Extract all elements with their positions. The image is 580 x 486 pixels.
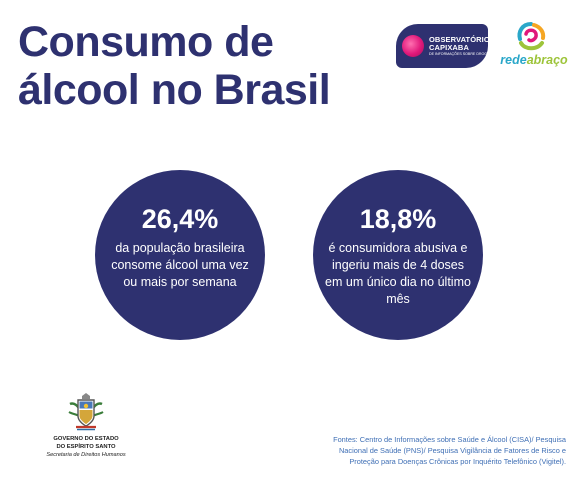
page-title: Consumo de álcool no Brasil xyxy=(18,18,331,114)
stat-description: é consumidora abusiva e ingeriu mais de … xyxy=(325,241,471,306)
sources-line-1: Fontes: Centro de Informações sobre Saúd… xyxy=(333,435,566,444)
observatorio-logo: OBSERVATÓRIO CAPIXABA DE INFORMAÇÕES SOB… xyxy=(396,24,492,68)
observatorio-logo-line-3: DE INFORMAÇÕES SOBRE DROGAS xyxy=(429,51,492,56)
stat-value: 26,4% xyxy=(141,204,219,234)
state-coat-of-arms-icon xyxy=(68,393,104,431)
observatorio-logo-text: OBSERVATÓRIO CAPIXABA DE INFORMAÇÕES SOB… xyxy=(429,34,492,57)
government-name-line-2: DO ESPÍRITO SANTO xyxy=(56,444,116,450)
government-name-line-1: GOVERNO DO ESTADO xyxy=(53,436,119,442)
rede-abraco-logo-part-1: rede xyxy=(500,53,527,67)
sources-line-3: Proteção para Doenças Crônicas por Inqué… xyxy=(349,457,566,466)
title-line-1: Consumo de xyxy=(18,18,274,66)
rede-abraco-swirl-icon xyxy=(517,22,546,51)
rede-abraco-logo: redeabraço xyxy=(496,20,572,70)
sources-note: Fontes: Centro de Informações sobre Saúd… xyxy=(296,434,566,467)
observatorio-logo-line-2: CAPIXABA xyxy=(429,42,469,52)
stat-circle-weekly-consumption: 26,4% da população brasileira consome ál… xyxy=(95,170,265,340)
stat-circle-abusive-consumption: 18,8% é consumidora abusiva e ingeriu ma… xyxy=(313,170,483,340)
rede-abraco-logo-part-2: abraço xyxy=(526,53,568,67)
observatorio-eye-icon xyxy=(402,35,424,57)
observatorio-logo-line-1: OBSERVATÓRIO xyxy=(429,34,490,44)
stat-value: 18,8% xyxy=(359,204,437,234)
government-logo: GOVERNO DO ESTADO DO ESPÍRITO SANTO Secr… xyxy=(26,392,146,459)
rede-abraco-logo-text: redeabraço xyxy=(496,53,572,67)
title-line-2: álcool no Brasil xyxy=(18,66,331,114)
government-department: Secretaria de Direitos Humanos xyxy=(46,452,126,458)
stat-description: da população brasileira consome álcool u… xyxy=(111,241,249,289)
sources-line-2: Nacional de Saúde (PNS)/ Pesquisa Vigilâ… xyxy=(338,446,566,455)
